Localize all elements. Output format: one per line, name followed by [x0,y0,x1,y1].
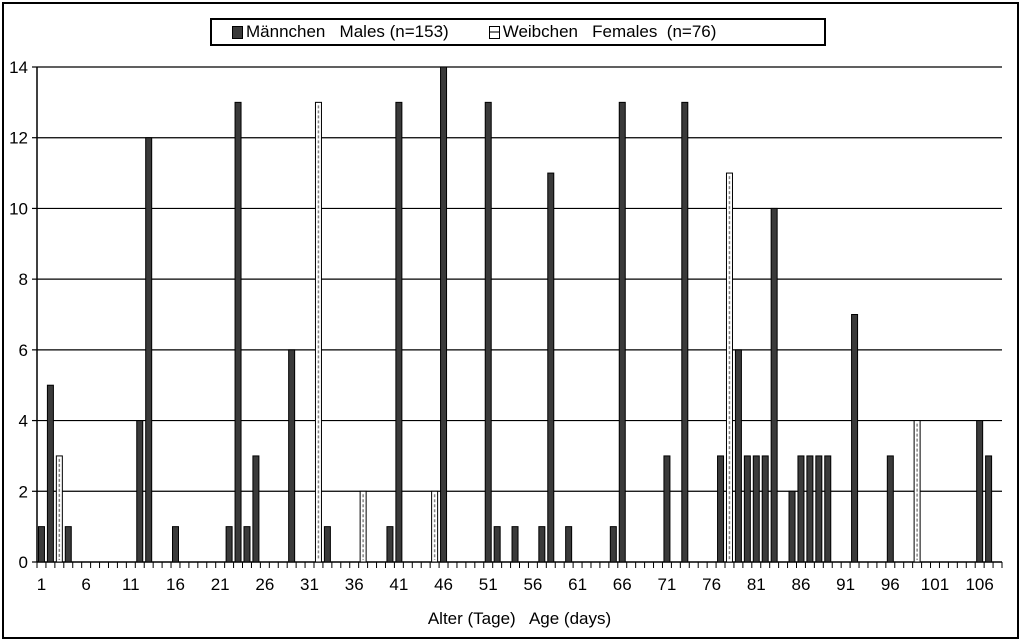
bar-male [985,455,993,563]
legend-item-females: Weibchen Females (n=76) [488,22,717,42]
x-tick-label: 16 [166,575,185,594]
bar-male [815,455,823,563]
x-tick-label: 36 [345,575,364,594]
x-tick-label: 76 [702,575,721,594]
bar-male [788,490,796,563]
bar-male [752,455,760,563]
legend-label-females: Weibchen Females (n=76) [502,22,717,41]
x-tick-label: 11 [122,575,140,594]
bar-male [46,384,54,563]
bar-male [717,455,725,563]
x-tick-label: 96 [881,575,900,594]
x-tick-label: 66 [613,575,632,594]
bar-male [824,455,832,563]
y-tick-label: 4 [19,412,28,431]
bar-male [976,420,984,563]
x-tick-label: 81 [747,575,766,594]
bar-male [440,66,448,563]
bar-male [37,526,45,563]
bar-male [770,207,778,563]
y-tick-label: 6 [19,341,28,360]
bar-male [323,526,331,563]
legend-label-males: Männchen Males (n=153) [246,22,449,41]
bar-male [609,526,617,563]
bar-male [484,101,492,563]
y-tick-label: 12 [9,129,28,148]
bar-male [565,526,573,563]
bar-male [761,455,769,563]
bar-male [252,455,260,563]
x-tick-label: 31 [300,575,319,594]
legend-swatch-females [488,25,500,39]
x-tick-label: 1 [37,575,46,594]
x-tick-label: 46 [434,575,453,594]
bar-male [386,526,394,563]
bar-male [886,455,894,563]
y-tick-label: 0 [19,553,28,572]
x-tick-label: 21 [211,575,230,594]
x-tick-label: 86 [791,575,810,594]
x-tick-label: 51 [479,575,498,594]
x-tick-label: 101 [921,575,949,594]
x-tick-label: 91 [836,575,855,594]
legend-swatch-males [232,25,243,39]
y-tick-label: 8 [19,270,28,289]
x-tick-label: 56 [523,575,542,594]
x-tick-label: 26 [255,575,274,594]
bar-male [743,455,751,563]
bar-male [681,101,689,563]
chart-legend: Männchen Males (n=153) Weibchen Females … [210,18,826,46]
y-tick-label: 14 [9,58,28,77]
bar-male [547,172,555,563]
bar-male [64,526,72,563]
x-tick-label: 71 [657,575,676,594]
bar-male [234,101,242,563]
y-tick-label: 10 [9,199,28,218]
bar-male [395,101,403,563]
x-tick-label: 41 [389,575,408,594]
x-tick-label: 6 [81,575,90,594]
bar-male [288,349,296,563]
bar-male [663,455,671,563]
bar-male [734,349,742,563]
bar-male [145,137,153,563]
bar-male [243,526,251,563]
bar-male [797,455,805,563]
legend-item-males: Männchen Males (n=153) [232,22,449,42]
bar-male [806,455,814,563]
bar-male [511,526,519,563]
bar-male [493,526,501,563]
bar-male [851,314,859,563]
y-tick-label: 2 [19,482,28,501]
bar-male [225,526,233,563]
bar-male [171,526,179,563]
x-axis-label: Alter (Tage) Age (days) [428,609,611,628]
bar-male [618,101,626,563]
x-tick-label: 61 [568,575,587,594]
x-tick-label: 106 [965,575,993,594]
bar-male [538,526,546,563]
bar-male [136,420,144,563]
